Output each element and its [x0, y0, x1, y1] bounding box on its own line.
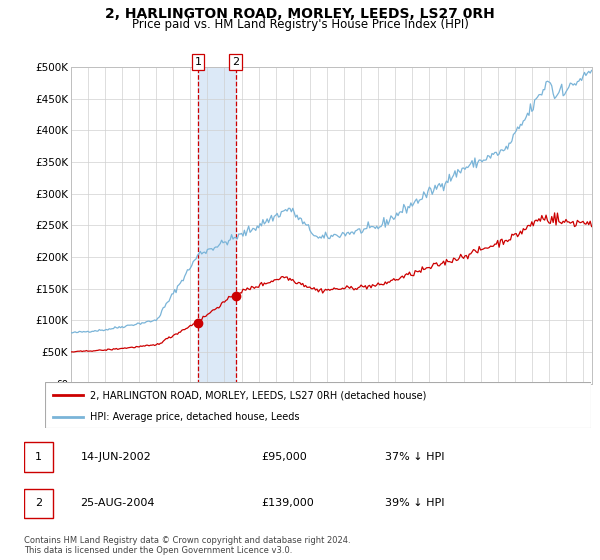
Text: 2: 2 [35, 498, 42, 508]
Bar [198, 67, 236, 384]
Text: 39% ↓ HPI: 39% ↓ HPI [385, 498, 445, 508]
Text: £139,000: £139,000 [261, 498, 314, 508]
FancyBboxPatch shape [45, 382, 591, 428]
Text: 1: 1 [35, 452, 42, 462]
FancyBboxPatch shape [24, 442, 53, 472]
Text: Contains HM Land Registry data © Crown copyright and database right 2024.: Contains HM Land Registry data © Crown c… [24, 536, 350, 545]
Text: 2: 2 [232, 57, 239, 67]
Text: 1: 1 [194, 57, 202, 67]
Text: 25-AUG-2004: 25-AUG-2004 [80, 498, 155, 508]
Text: 2, HARLINGTON ROAD, MORLEY, LEEDS, LS27 0RH (detached house): 2, HARLINGTON ROAD, MORLEY, LEEDS, LS27 … [90, 390, 426, 400]
Text: This data is licensed under the Open Government Licence v3.0.: This data is licensed under the Open Gov… [24, 547, 292, 556]
Text: 37% ↓ HPI: 37% ↓ HPI [385, 452, 445, 462]
Text: HPI: Average price, detached house, Leeds: HPI: Average price, detached house, Leed… [90, 412, 299, 422]
Text: 14-JUN-2002: 14-JUN-2002 [80, 452, 151, 462]
Text: Price paid vs. HM Land Registry's House Price Index (HPI): Price paid vs. HM Land Registry's House … [131, 18, 469, 31]
Text: £95,000: £95,000 [261, 452, 307, 462]
Text: 2, HARLINGTON ROAD, MORLEY, LEEDS, LS27 0RH: 2, HARLINGTON ROAD, MORLEY, LEEDS, LS27 … [105, 7, 495, 21]
FancyBboxPatch shape [24, 488, 53, 518]
